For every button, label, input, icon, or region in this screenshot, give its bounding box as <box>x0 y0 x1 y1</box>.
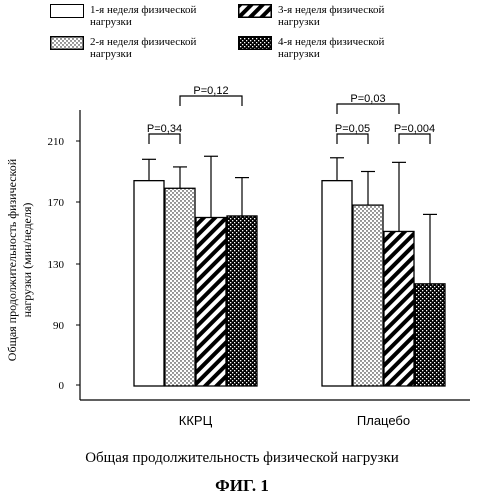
significance-bracket <box>180 96 242 106</box>
significance-bracket <box>399 134 430 144</box>
bar <box>415 284 445 386</box>
p-value-label: P=0,004 <box>394 123 435 135</box>
bar <box>165 188 195 386</box>
significance-bracket <box>337 134 368 144</box>
y-tick-label: 90 <box>53 320 65 332</box>
significance-bracket <box>337 104 399 114</box>
p-value-label: P=0,05 <box>335 123 370 135</box>
bar <box>384 231 414 386</box>
y-tick-label: 0 <box>59 380 65 392</box>
bar <box>134 181 164 386</box>
bar <box>196 218 226 387</box>
p-value-label: P=0,03 <box>350 93 385 105</box>
bar <box>227 216 257 386</box>
y-tick-label: 130 <box>48 259 65 271</box>
significance-bracket <box>149 134 180 144</box>
x-category-label: ККРЦ <box>179 413 213 428</box>
figure-caption: Общая продолжительность физической нагру… <box>0 450 484 467</box>
bar <box>322 181 352 386</box>
p-value-label: P=0,12 <box>193 85 228 97</box>
x-category-label: Плацебо <box>357 413 410 428</box>
p-value-label: P=0,34 <box>147 123 182 135</box>
bar <box>353 205 383 386</box>
y-tick-label: 210 <box>48 136 65 148</box>
y-tick-label: 170 <box>48 197 65 209</box>
figure-label: ФИГ. 1 <box>0 476 484 496</box>
